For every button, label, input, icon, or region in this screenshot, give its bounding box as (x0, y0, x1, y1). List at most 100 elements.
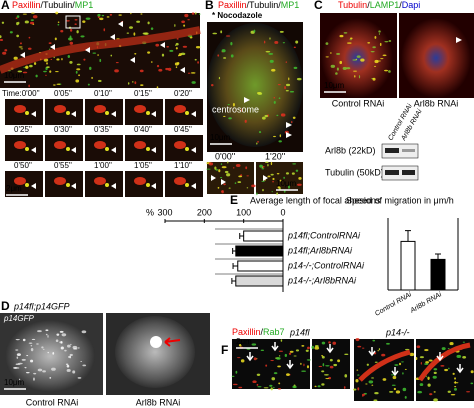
micrograph-spot (357, 387, 360, 391)
micrograph-spot (301, 345, 305, 347)
micrograph-spot (22, 71, 28, 74)
micrograph-spot (139, 69, 144, 73)
micrograph-spot (47, 351, 49, 354)
micrograph-spot (317, 385, 321, 388)
arrowhead (110, 34, 115, 40)
micrograph-spot (110, 54, 113, 57)
micrograph-spot (91, 76, 93, 80)
micrograph-spot (46, 62, 48, 65)
micrograph-spot (251, 343, 257, 346)
micrograph-spot (175, 66, 178, 69)
micrograph-spot (215, 169, 219, 171)
micrograph-spot (325, 365, 330, 367)
micrograph-spot (48, 48, 51, 50)
error-bar (231, 278, 236, 284)
micrograph-spot (398, 362, 402, 366)
micrograph-spot (126, 32, 130, 34)
treatment-label: * Nocodazole (212, 11, 263, 20)
time-label: 1'10'' (174, 161, 192, 170)
stain-word: MP1 (281, 0, 300, 10)
micrograph-spot (293, 66, 298, 70)
micrograph-spot (291, 172, 295, 175)
time-label: 0'15'' (134, 89, 152, 98)
micrograph-spot (352, 388, 357, 391)
time-frame (85, 171, 123, 197)
micrograph-spot (168, 67, 172, 71)
micrograph-spot (206, 168, 211, 170)
micrograph-spot (346, 67, 351, 70)
time-frame (85, 135, 123, 161)
micrograph-spot (373, 399, 378, 402)
micrograph-spot (55, 71, 59, 73)
micrograph-spot (49, 376, 52, 379)
stain-word: Rab7 (263, 327, 285, 337)
micrograph-spot (332, 341, 337, 345)
blot-band (402, 149, 415, 152)
micrograph-spot (97, 54, 99, 56)
micrograph-spot (285, 83, 291, 87)
micrograph-spot (17, 70, 23, 73)
micrograph-spot (227, 103, 230, 106)
arrowhead (111, 111, 116, 117)
micrograph-spot (187, 72, 191, 74)
stain-word: Tubulin (338, 0, 367, 10)
micrograph-spot (453, 382, 459, 384)
micrograph-spot (311, 345, 315, 349)
micrograph-spot (130, 12, 132, 15)
time-label: 0'20'' (174, 89, 192, 98)
micrograph-spot (69, 60, 73, 64)
micrograph-spot (444, 368, 449, 372)
micrograph-spot (452, 372, 455, 375)
micrograph-spot (85, 17, 91, 20)
micrograph-spot (55, 339, 59, 343)
micrograph-spot (225, 35, 231, 37)
scale-bar-label: 10μm (276, 179, 297, 188)
arrowhead (71, 111, 76, 117)
vesicle (25, 147, 29, 151)
micrograph-spot (273, 135, 276, 138)
micrograph-spot (433, 398, 438, 402)
micrograph-spot (56, 83, 61, 85)
micrograph-spot (371, 377, 375, 379)
time-label: 0'30'' (54, 125, 72, 134)
micrograph-spot (258, 131, 262, 134)
micrograph-spot (276, 192, 279, 196)
cell (115, 316, 195, 388)
micrograph-spot (15, 363, 21, 366)
vesicle (185, 147, 189, 151)
vesicle (66, 111, 70, 115)
micrograph-spot (28, 342, 33, 344)
micrograph-spot (352, 59, 357, 61)
blot (381, 143, 419, 159)
error-bar (435, 253, 441, 260)
panel-letter: A (1, 0, 10, 12)
micrograph-spot (379, 42, 382, 47)
micrograph-spot (31, 338, 36, 340)
micrograph-spot (314, 385, 317, 388)
micrograph-spot (109, 13, 113, 16)
micrograph-spot (133, 32, 136, 36)
micrograph-spot (181, 20, 186, 24)
micrograph-spot (227, 161, 229, 164)
micrograph-spot (246, 175, 249, 177)
micrograph-spot (59, 330, 64, 333)
micrograph-spot (251, 184, 256, 188)
micrograph-spot (276, 114, 279, 117)
micrograph-spot (253, 29, 256, 33)
time-frame (85, 99, 123, 125)
stain-word: / (367, 0, 370, 10)
micrograph-spot (329, 358, 333, 362)
micrograph-spot (268, 52, 274, 55)
arrow (368, 347, 376, 357)
panel-letter: B (205, 0, 214, 12)
arrow (246, 352, 254, 362)
adhesion (174, 105, 186, 113)
vesicle (105, 147, 109, 151)
micrograph-spot (166, 45, 170, 48)
time-frame (125, 171, 163, 197)
micrograph-spot (336, 53, 341, 55)
micrograph-spot (74, 18, 78, 21)
micrograph-spot (339, 34, 344, 38)
micrograph-spot (140, 84, 144, 87)
micrograph-spot (24, 20, 29, 24)
